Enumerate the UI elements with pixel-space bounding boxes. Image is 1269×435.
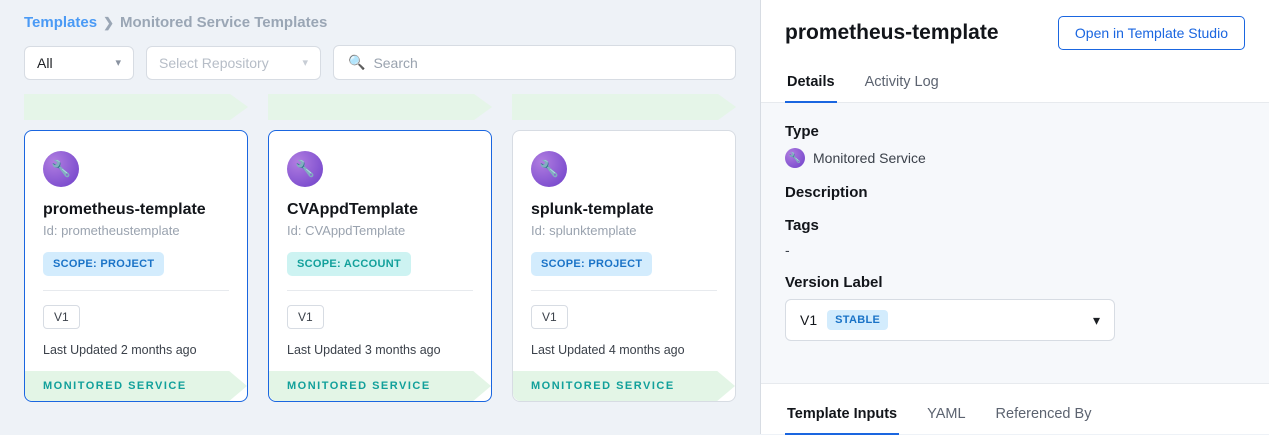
open-in-template-studio-button[interactable]: Open in Template Studio [1058, 16, 1245, 50]
detail-tabs: Details Activity Log [761, 64, 1269, 103]
tags-field: Tags - [785, 217, 1245, 258]
ghost-card-badge [268, 94, 492, 120]
breadcrumb-current: Monitored Service Templates [120, 14, 327, 31]
template-type-icon: 🔧 [287, 151, 323, 187]
template-card-version-chip: V1 [531, 305, 568, 329]
chevron-down-icon: ▾ [1093, 312, 1100, 329]
breadcrumb-chevron-icon: ❯ [103, 15, 114, 31]
filter-row: All ▾ Select Repository ▾ 🔍 Search [0, 31, 760, 80]
template-card-type-badge: MONITORED SERVICE [269, 371, 491, 401]
tab-yaml[interactable]: YAML [925, 398, 967, 434]
template-card-id: Id: splunktemplate [531, 223, 717, 238]
template-card-scope-badge: SCOPE: ACCOUNT [287, 252, 411, 276]
version-label-field: Version Label V1 STABLE ▾ [785, 274, 1245, 341]
ghost-card-badge [512, 94, 736, 120]
version-label-dropdown[interactable]: V1 STABLE ▾ [785, 299, 1115, 341]
chevron-down-icon: ▾ [115, 56, 121, 69]
template-card-last-updated: Last Updated 3 months ago [287, 343, 473, 357]
template-card-title: splunk-template [531, 201, 717, 219]
cards-area: 🔧 prometheus-template Id: prometheustemp… [0, 94, 760, 434]
card-divider [43, 290, 229, 291]
detail-bottom-tabs: Template Inputs YAML Referenced By [761, 383, 1269, 434]
template-detail-panel: prometheus-template Open in Template Stu… [761, 0, 1269, 434]
repository-filter-select[interactable]: Select Repository ▾ [146, 46, 321, 80]
template-card-type-badge: MONITORED SERVICE [513, 371, 735, 401]
breadcrumb-templates[interactable]: Templates [24, 14, 97, 31]
template-card-id: Id: prometheustemplate [43, 223, 229, 238]
ghost-card-badge [24, 94, 248, 120]
detail-header: prometheus-template Open in Template Stu… [761, 0, 1269, 64]
template-card-splunk[interactable]: 🔧 splunk-template Id: splunktemplate SCO… [512, 130, 736, 402]
type-field: Type 🔧 Monitored Service [785, 123, 1245, 168]
breadcrumb: Templates ❯ Monitored Service Templates [0, 0, 760, 31]
template-card-prometheus[interactable]: 🔧 prometheus-template Id: prometheustemp… [24, 130, 248, 402]
template-type-icon: 🔧 [43, 151, 79, 187]
template-type-icon: 🔧 [531, 151, 567, 187]
template-card-cvappd: 🔧 CVAppdTemplate Id: CVAppdTemplate SCOP… [268, 130, 492, 402]
tab-referenced-by[interactable]: Referenced By [994, 398, 1094, 434]
template-cards-row: 🔧 prometheus-template Id: prometheustemp… [24, 130, 736, 402]
type-filter-select[interactable]: All ▾ [24, 46, 134, 80]
templates-list-panel: Templates ❯ Monitored Service Templates … [0, 0, 760, 434]
template-card-version-chip: V1 [43, 305, 80, 329]
template-card-id: Id: CVAppdTemplate [287, 223, 473, 238]
detail-body: Type 🔧 Monitored Service Description Tag… [761, 103, 1269, 383]
chevron-down-icon: ▾ [302, 56, 308, 69]
tab-template-inputs[interactable]: Template Inputs [785, 398, 899, 434]
description-field: Description [785, 184, 1245, 201]
monitored-service-type-icon: 🔧 [785, 148, 805, 168]
template-card-last-updated: Last Updated 2 months ago [43, 343, 229, 357]
cards-row-above [24, 94, 736, 120]
tab-activity-log[interactable]: Activity Log [863, 64, 941, 102]
template-card-type-badge: MONITORED SERVICE [25, 371, 247, 401]
template-card-last-updated: Last Updated 4 months ago [531, 343, 717, 357]
template-card-scope-badge: SCOPE: PROJECT [531, 252, 652, 276]
template-card-title: CVAppdTemplate [287, 201, 473, 219]
detail-panel-title: prometheus-template [785, 21, 999, 45]
card-divider [531, 290, 717, 291]
template-card-scope-badge: SCOPE: PROJECT [43, 252, 164, 276]
search-input[interactable]: 🔍 Search [333, 45, 736, 80]
search-icon: 🔍 [348, 54, 365, 71]
card-divider [287, 290, 473, 291]
tab-details[interactable]: Details [785, 64, 837, 102]
template-card-version-chip: V1 [287, 305, 324, 329]
template-card-title: prometheus-template [43, 201, 229, 219]
